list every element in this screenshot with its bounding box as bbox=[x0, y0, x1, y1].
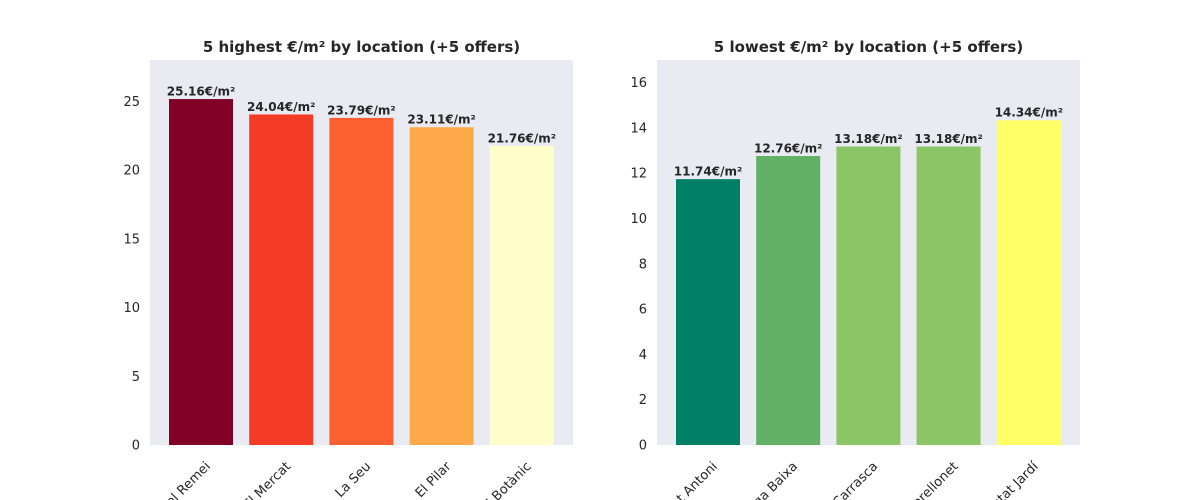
y-tick-label-lowest: 16 bbox=[630, 76, 647, 91]
x-tick-label-lowest: Vega Baixa bbox=[739, 459, 801, 500]
y-tick-label-highest: 5 bbox=[132, 370, 140, 385]
x-tick-label-lowest: Ciutat Jardí bbox=[980, 459, 1042, 500]
data-label-lowest: 11.74€/m² bbox=[674, 165, 742, 179]
y-tick-label-lowest: 6 bbox=[639, 303, 647, 318]
x-tick-label-lowest: Sant Antoni bbox=[657, 459, 721, 500]
chart-title-highest: 5 highest €/m² by location (+5 offers) bbox=[203, 38, 520, 56]
bar-highest bbox=[489, 145, 554, 446]
y-tick-label-highest: 0 bbox=[132, 439, 140, 454]
y-tick-label-lowest: 8 bbox=[639, 257, 647, 272]
data-label-lowest: 12.76€/m² bbox=[754, 142, 822, 156]
bar-lowest bbox=[756, 156, 821, 445]
bars-lowest: 11.74€/m² 12.76€/m² 13.18€/m² 13.18€/m² 14.3… bbox=[674, 106, 1063, 445]
y-axis-highest: 0 5 10 15 20 25 bbox=[123, 95, 140, 454]
x-tick-label-highest: del Remei bbox=[157, 459, 213, 500]
bar-highest bbox=[169, 99, 233, 446]
chart-highest: 5 highest €/m² by location (+5 offers) 0… bbox=[123, 38, 573, 500]
y-tick-label-lowest: 2 bbox=[639, 393, 647, 408]
y-tick-label-lowest: 14 bbox=[630, 121, 647, 136]
data-label-lowest: 13.18€/m² bbox=[834, 132, 902, 146]
bar-lowest bbox=[676, 179, 740, 445]
bar-highest bbox=[409, 127, 474, 446]
x-tick-label-lowest: Perellonet bbox=[905, 459, 962, 500]
x-axis-highest: del Remei El Mercat La Seu El Pilar El Botàn… bbox=[157, 459, 534, 500]
x-tick-label-highest: El Pilar bbox=[413, 459, 455, 500]
x-tick-label-highest: El Botànic bbox=[478, 459, 535, 500]
bars-highest: 25.16€/m² 24.04€/m² 23.79€/m² 23.11€/m² 21.7… bbox=[167, 85, 556, 446]
data-label-highest: 25.16€/m² bbox=[167, 85, 235, 99]
data-label-highest: 24.04€/m² bbox=[247, 100, 315, 114]
data-label-highest: 23.11€/m² bbox=[407, 113, 475, 127]
y-tick-label-highest: 25 bbox=[123, 95, 140, 110]
x-tick-label-lowest: Carrasca bbox=[830, 459, 881, 500]
bar-lowest bbox=[836, 146, 901, 445]
chart-title-lowest: 5 lowest €/m² by location (+5 offers) bbox=[714, 38, 1023, 56]
chart-lowest: 5 lowest €/m² by location (+5 offers) 0 2… bbox=[630, 38, 1080, 500]
data-label-lowest: 13.18€/m² bbox=[914, 132, 982, 146]
x-tick-label-highest: El Mercat bbox=[241, 459, 294, 500]
y-tick-label-lowest: 12 bbox=[630, 167, 647, 182]
data-label-highest: 21.76€/m² bbox=[488, 131, 556, 145]
bar-highest bbox=[329, 117, 394, 445]
y-tick-label-highest: 10 bbox=[123, 301, 140, 316]
bar-lowest bbox=[916, 146, 981, 445]
y-tick-label-highest: 20 bbox=[123, 164, 140, 179]
y-tick-label-lowest: 10 bbox=[630, 212, 647, 227]
y-tick-label-highest: 15 bbox=[123, 232, 140, 247]
y-axis-lowest: 0 2 4 6 8 10 12 14 16 bbox=[630, 76, 647, 453]
x-axis-lowest: Sant Antoni Vega Baixa Carrasca Perellonet C… bbox=[657, 459, 1042, 500]
data-label-lowest: 14.34€/m² bbox=[995, 106, 1063, 120]
bar-highest bbox=[249, 114, 314, 445]
bar-lowest bbox=[996, 120, 1061, 445]
data-label-highest: 23.79€/m² bbox=[327, 103, 395, 117]
x-tick-label-highest: La Seu bbox=[333, 459, 375, 500]
y-tick-label-lowest: 4 bbox=[639, 348, 647, 363]
y-tick-label-lowest: 0 bbox=[639, 439, 647, 454]
